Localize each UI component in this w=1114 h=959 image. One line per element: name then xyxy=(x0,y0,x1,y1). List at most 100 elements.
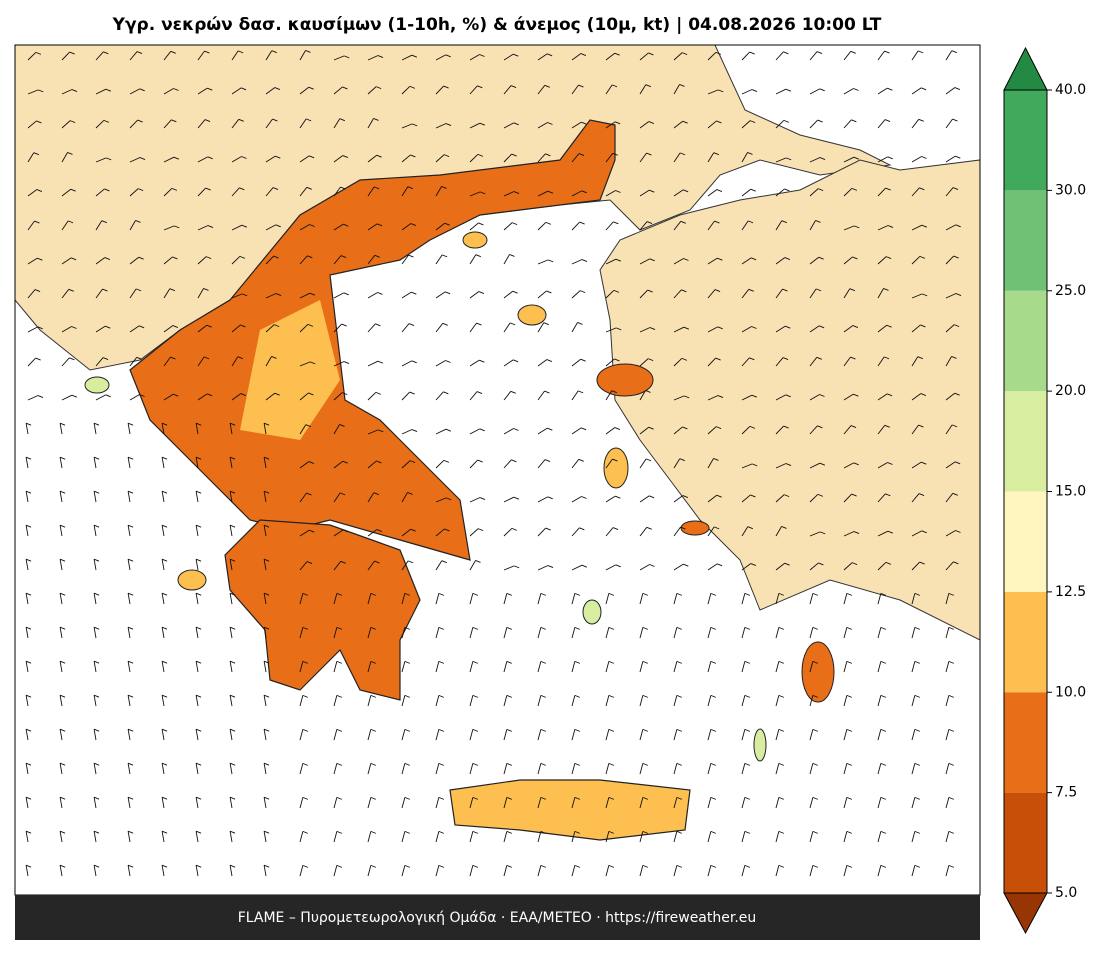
wind-barb-flag xyxy=(749,425,756,429)
wind-barb xyxy=(333,155,344,163)
wind-barb-flag xyxy=(373,186,380,190)
wind-barb-flag xyxy=(343,361,350,364)
wind-barb xyxy=(25,423,29,435)
wind-barb-flag xyxy=(819,157,826,160)
wind-barb-flag xyxy=(272,118,278,122)
wind-barb xyxy=(469,627,474,639)
wind-barb-flag xyxy=(410,528,416,532)
wind-barb-flag xyxy=(574,762,581,766)
wind-barb-flag xyxy=(880,796,887,800)
wind-barb xyxy=(605,121,616,129)
wind-barb xyxy=(673,358,683,367)
wind-barb xyxy=(401,627,406,639)
wind-barb-flag xyxy=(679,84,685,87)
wind-barb xyxy=(537,459,546,469)
wind-barb xyxy=(639,564,650,571)
wind-barb-flag xyxy=(608,796,615,800)
wind-barb xyxy=(163,393,174,401)
wind-barb-flag xyxy=(341,323,347,327)
wind-barb xyxy=(367,729,372,741)
wind-barb-flag xyxy=(608,830,615,834)
wind-barb-flag xyxy=(127,728,134,732)
wind-barb-flag xyxy=(195,524,202,528)
wind-barb xyxy=(673,395,685,401)
wind-barb-flag xyxy=(676,694,683,698)
wind-barb xyxy=(367,186,375,197)
wind-barb-flag xyxy=(308,461,315,464)
wind-barb-flag xyxy=(195,728,202,732)
wind-barb xyxy=(911,729,916,741)
colorbar: 5.0 7.5 10.0 12.5 15.0 20.0 25.0 30.0 40.0 xyxy=(1003,46,1086,935)
wind-barb-flag xyxy=(684,395,690,399)
wind-barb-flag xyxy=(886,324,892,328)
wind-barb-flag xyxy=(59,830,66,834)
wind-barb xyxy=(877,393,888,401)
wind-barb xyxy=(911,156,922,163)
wind-barb xyxy=(843,695,848,707)
wind-barb xyxy=(27,189,38,197)
wind-barb-flag xyxy=(25,830,32,834)
wind-barb-flag xyxy=(377,55,384,58)
wind-barb-flag xyxy=(374,560,380,564)
wind-barb xyxy=(945,324,955,333)
wind-barb-flag xyxy=(161,592,168,596)
wind-barb-flag xyxy=(378,429,384,433)
wind-barb-flag xyxy=(581,496,587,499)
wind-barb-flag xyxy=(818,325,825,329)
wind-barb xyxy=(605,495,616,503)
map-title: Υγρ. νεκρών δασ. καυσίμων (1-10h, %) & ά… xyxy=(112,15,882,35)
wind-barb xyxy=(367,118,374,129)
wind-barb-flag xyxy=(135,288,142,292)
wind-barb-flag xyxy=(642,694,649,698)
wind-barb-flag xyxy=(206,393,213,397)
wind-barb xyxy=(367,392,377,401)
wind-barb-flag xyxy=(952,492,958,496)
wind-barb xyxy=(61,152,68,163)
wind-barb-flag xyxy=(472,864,479,868)
wind-barb-flag xyxy=(404,660,411,664)
wind-barb xyxy=(333,865,338,877)
wind-barb-flag xyxy=(229,524,236,528)
wind-barb-flag xyxy=(750,120,756,124)
wind-barb-flag xyxy=(102,357,109,360)
wind-barb-flag xyxy=(263,524,270,528)
wind-barb-flag xyxy=(412,123,418,127)
wind-barb xyxy=(299,50,306,61)
wind-barb xyxy=(605,729,610,741)
wind-barb xyxy=(127,763,131,775)
wind-barb xyxy=(93,797,97,809)
wind-barb xyxy=(367,560,375,571)
wind-barb xyxy=(571,593,576,605)
wind-barb xyxy=(229,661,233,673)
wind-barb-flag xyxy=(649,258,655,262)
wind-barb xyxy=(877,763,882,775)
wind-barb xyxy=(263,559,267,571)
wind-barb-flag xyxy=(404,694,411,698)
wind-barb xyxy=(809,462,821,469)
wind-barb xyxy=(639,289,648,299)
wind-barb xyxy=(263,865,267,877)
wind-barb-flag xyxy=(404,626,411,630)
wind-barb-flag xyxy=(513,428,519,431)
wind-barb xyxy=(229,763,233,775)
wind-barb-flag xyxy=(302,796,309,800)
wind-barb xyxy=(537,661,542,673)
wind-barb-flag xyxy=(914,728,921,732)
wind-barb-flag xyxy=(744,864,751,868)
wind-barb-flag xyxy=(750,188,756,192)
wind-barb xyxy=(265,187,274,197)
wind-barb xyxy=(877,119,886,129)
wind-barb xyxy=(809,88,820,95)
wind-barb xyxy=(263,423,267,435)
wind-barb-flag xyxy=(853,462,859,466)
wind-barb xyxy=(911,87,922,95)
wind-barb-flag xyxy=(25,456,32,460)
wind-barb-flag xyxy=(851,493,857,497)
wind-barb-flag xyxy=(581,121,587,125)
wind-barb xyxy=(707,89,719,95)
wind-barb-flag xyxy=(579,527,585,531)
wind-barb-flag xyxy=(574,592,581,596)
wind-barb-flag xyxy=(608,762,615,766)
wind-barb xyxy=(571,797,576,809)
colorbar-band xyxy=(1004,190,1047,291)
